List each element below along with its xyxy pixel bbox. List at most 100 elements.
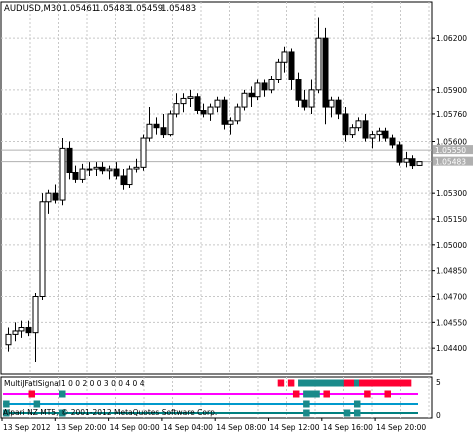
signal-up <box>333 379 341 387</box>
candle-bear <box>200 110 207 115</box>
candle-bull <box>12 330 19 335</box>
indicator-label: MultiJFatlSignal <box>4 379 61 388</box>
candle-bear <box>25 327 32 334</box>
candle-bull <box>254 82 261 98</box>
signal-down <box>399 379 407 387</box>
candle-bull <box>140 137 147 168</box>
signal-up <box>338 379 346 387</box>
signal-up <box>323 379 330 387</box>
signal-up <box>353 400 361 408</box>
candle-bull <box>328 99 335 108</box>
price-marker-box <box>433 156 473 166</box>
candle-bear <box>322 37 329 108</box>
signal-down <box>348 379 356 387</box>
candle-bull <box>93 166 100 170</box>
signal-down <box>404 379 412 387</box>
signal-up <box>343 409 351 417</box>
signal-up <box>298 379 305 387</box>
signal-down <box>384 379 391 387</box>
signal-up <box>33 400 41 408</box>
candle-bear <box>120 175 127 186</box>
signal-up <box>318 379 325 387</box>
signal-down <box>389 379 397 387</box>
candle-bull <box>241 92 248 108</box>
x-tick-label: 14 Sep 08:00 <box>216 423 266 432</box>
candle-bull <box>315 37 322 91</box>
candle-bull <box>268 79 275 91</box>
candle-bull <box>416 161 423 166</box>
candle-bull <box>167 113 174 136</box>
candle-bull <box>187 96 194 99</box>
ohlc-value: 1.05483 <box>95 4 130 14</box>
signal-down <box>364 390 371 398</box>
signal-down <box>292 390 300 398</box>
x-tick-label: 13 Sep 20:00 <box>56 423 106 432</box>
candle-bull <box>180 97 187 105</box>
candle-bear <box>72 172 79 180</box>
candle-bear <box>342 113 349 136</box>
indicator-y-tick-label: 0 <box>436 411 441 420</box>
y-tick-label: 1.04850 <box>436 267 467 276</box>
candle-bull <box>369 134 376 139</box>
candle-bull <box>349 127 356 136</box>
candle-bear <box>261 82 268 91</box>
signal-up <box>3 400 10 408</box>
x-tick-label: 14 Sep 16:00 <box>323 423 373 432</box>
signal-down <box>28 390 36 398</box>
candle-bear <box>288 51 295 80</box>
x-tick-label: 13 Sep 2012 <box>3 423 51 432</box>
indicator-pane-frame <box>0 376 433 419</box>
main-pane-frame <box>0 1 433 375</box>
candle-bull <box>146 123 153 139</box>
candle-bear <box>160 127 167 136</box>
indicator-values: 1 0 0 2 0 0 3 0 0 4 0 4 <box>61 379 145 388</box>
signal-up <box>303 400 310 408</box>
y-tick-label: 1.06200 <box>436 34 467 43</box>
candle-bear <box>194 96 201 111</box>
signal-up <box>313 379 320 387</box>
x-tick-label: 14 Sep 04:00 <box>163 423 213 432</box>
candle-bull <box>106 168 113 172</box>
y-tick-label: 1.04700 <box>436 293 467 302</box>
signal-up <box>313 390 320 398</box>
candle-bull <box>173 103 180 115</box>
candle-bear <box>396 144 403 163</box>
y-tick-label: 1.04400 <box>436 344 467 353</box>
ohlc-value: 1.05483 <box>161 4 196 14</box>
candle-bull <box>79 168 86 180</box>
signal-up <box>303 379 310 387</box>
candle-bull <box>133 166 140 170</box>
candle-bull <box>39 201 46 297</box>
candle-bull <box>214 99 221 108</box>
candle-bear <box>389 137 396 146</box>
x-tick-label: 14 Sep 12:00 <box>270 423 320 432</box>
candle-bull <box>207 106 214 115</box>
x-tick-label: 14 Sep 20:00 <box>376 423 426 432</box>
candle-bull <box>355 120 362 129</box>
candle-bull <box>376 130 383 136</box>
candle-bear <box>99 166 106 172</box>
candle-bear <box>66 147 73 173</box>
candle-bear <box>301 99 308 108</box>
candle-bull <box>18 327 25 332</box>
candle-bear <box>409 158 416 167</box>
signal-down <box>374 379 381 387</box>
ohlc-value: 1.05461 <box>62 4 97 14</box>
price-marker-label: 1.05483 <box>435 158 466 167</box>
price-marker-label: 1.05550 <box>435 146 466 155</box>
candle-bull <box>234 106 241 122</box>
candle-bull <box>126 168 133 186</box>
y-tick-label: 1.05150 <box>436 215 467 224</box>
candle-bear <box>52 192 59 201</box>
watermark-text: Alpari NZ MT5, © 2001-2012 MetaQuotes So… <box>3 408 217 417</box>
candle-bull <box>86 168 93 171</box>
signal-up <box>353 409 361 417</box>
y-tick-label: 1.05000 <box>436 241 467 250</box>
signal-up <box>308 379 315 387</box>
candle-bull <box>5 333 12 346</box>
candle-bull <box>403 158 410 163</box>
candle-bull <box>227 120 234 125</box>
